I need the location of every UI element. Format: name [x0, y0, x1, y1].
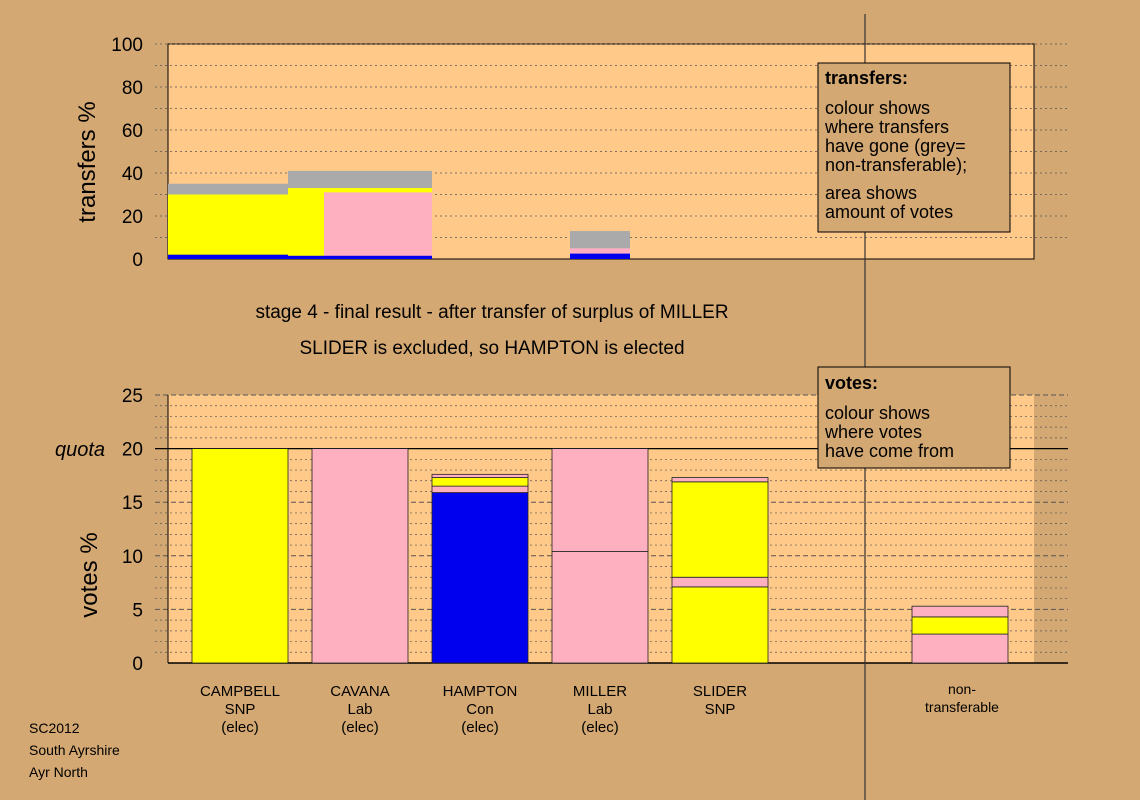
- votes-y-ticks: 0 5 10 15 20 25: [122, 386, 143, 675]
- votes-legend-title: votes:: [825, 373, 878, 393]
- y-tick-label: 0: [132, 250, 143, 271]
- votes-bars: [191, 448, 1009, 664]
- vote-segment: [911, 616, 1009, 635]
- y-tick-label: 20: [122, 207, 143, 228]
- transfer-block: [288, 255, 432, 259]
- y-tick-label: 5: [132, 600, 143, 621]
- footer-line: SC2012: [29, 720, 80, 736]
- transfers-legend-title: transfers:: [825, 68, 908, 88]
- transfers-legend-line: have gone (grey=: [825, 136, 966, 156]
- votes-legend-line: colour shows: [825, 403, 930, 423]
- vote-segment: [671, 481, 769, 578]
- y-tick-label: 40: [122, 164, 143, 185]
- vote-segment: [551, 551, 649, 664]
- candidate-label: CAMPBELL SNP (elec): [200, 683, 280, 736]
- votes-legend-box: [817, 366, 1011, 469]
- vote-segment: [431, 492, 529, 664]
- transfers-blocks: [168, 170, 630, 259]
- transfers-y-ticks: 0 20 40 60 80 100: [111, 35, 143, 271]
- y-tick-label: 15: [122, 493, 143, 514]
- y-tick-label: 10: [122, 547, 143, 568]
- vote-segment: [671, 477, 769, 483]
- candidate-label: non-transferable: [925, 681, 999, 715]
- caption-line-1: stage 4 - final result - after transfer …: [255, 302, 728, 323]
- vote-segment: [911, 633, 1009, 664]
- transfer-block: [168, 194, 300, 259]
- vote-segment: [191, 448, 289, 664]
- y-tick-label: 80: [122, 78, 143, 99]
- candidate-labels: CAMPBELL SNP (elec) CAVANA Lab (elec) HAMPTO…: [200, 681, 999, 736]
- quota-label: quota: [55, 439, 105, 461]
- y-tick-label: 100: [111, 35, 143, 56]
- y-tick-label: 20: [122, 440, 143, 461]
- transfers-legend: transfers: colour shows where transfers …: [817, 62, 1011, 233]
- vote-segment: [911, 605, 1009, 618]
- transfers-legend-line: amount of votes: [825, 202, 953, 222]
- vote-segment: [551, 448, 649, 552]
- transfers-legend-line: where transfers: [824, 117, 949, 137]
- candidate-label: HAMPTON Con (elec): [443, 683, 518, 736]
- vote-segment: [671, 586, 769, 664]
- caption-line-2: SLIDER is excluded, so HAMPTON is electe…: [299, 338, 684, 359]
- vote-segment: [431, 477, 529, 487]
- transfer-block: [324, 192, 432, 259]
- votes-y-axis-label: votes %: [76, 532, 103, 617]
- transfers-legend-box: [817, 62, 1011, 233]
- y-tick-label: 0: [132, 654, 143, 675]
- vote-segment: [311, 448, 409, 664]
- transfer-block: [168, 254, 300, 259]
- y-tick-label: 25: [122, 386, 143, 407]
- transfers-legend-line: colour shows: [825, 98, 930, 118]
- transfers-legend-line: area shows: [825, 183, 917, 203]
- votes-legend-line: where votes: [824, 422, 922, 442]
- votes-legend: votes: colour shows where votes have com…: [817, 366, 1011, 469]
- transfers-y-axis-label: transfers %: [74, 101, 101, 222]
- vote-segment: [671, 576, 769, 588]
- transfer-block: [570, 253, 630, 259]
- vote-segment: [431, 473, 529, 478]
- candidate-label: CAVANA Lab (elec): [330, 683, 389, 736]
- candidate-label: SLIDER SNP: [693, 683, 747, 718]
- candidate-label: MILLER Lab (elec): [573, 683, 627, 736]
- footer-line: South Ayrshire: [29, 742, 120, 758]
- y-tick-label: 60: [122, 121, 143, 142]
- vote-segment: [431, 485, 529, 493]
- transfers-legend-line: non-transferable);: [825, 155, 967, 175]
- votes-legend-line: have come from: [825, 441, 954, 461]
- footer-line: Ayr North: [29, 764, 88, 780]
- votes-panel: 0 5 10 15 20 25 votes % quota: [55, 386, 1068, 675]
